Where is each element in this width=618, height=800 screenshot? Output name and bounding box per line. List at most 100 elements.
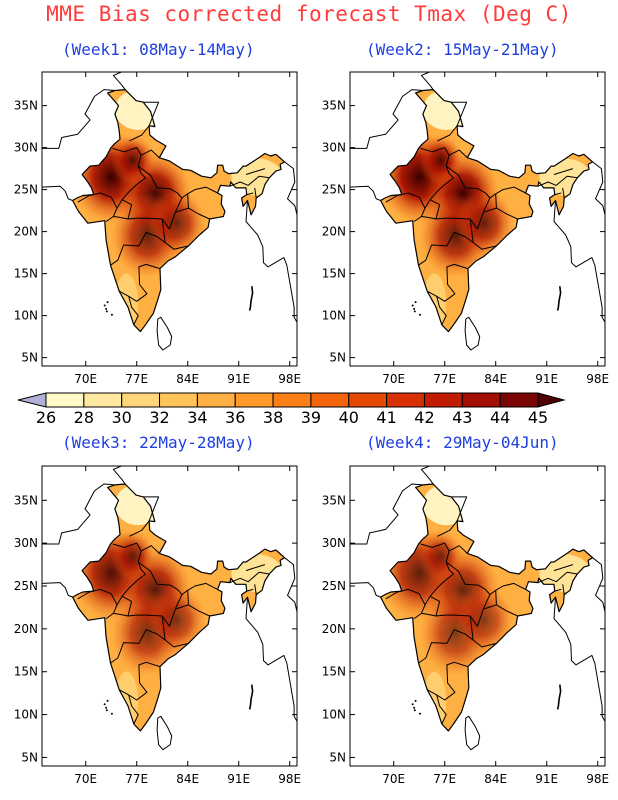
state-boundary-week2 [483,207,497,213]
state-boundary-week4 [448,545,468,554]
coastline-week3 [112,466,126,485]
colorbar-label: 26 [36,408,56,427]
state-boundary-week3 [175,604,189,610]
temperature-hotspot-week4 [419,530,463,582]
colorbar-high-arrow [537,392,566,408]
state-boundary-week2 [448,149,468,159]
lat-tick-label-week3: 10N [14,708,38,722]
state-boundary-week1 [229,175,270,187]
coastline-week4 [451,496,468,522]
state-boundary-week3 [137,561,188,596]
coastline-week3 [245,597,297,722]
andaman-islands-week3 [248,684,254,710]
colorbar-label: 45 [528,408,548,427]
state-boundary-week2 [553,168,574,175]
state-boundary-week3 [140,545,160,554]
lon-tick-label-week1: 70E [74,372,97,386]
lon-tick-label-week4: 84E [484,772,507,786]
state-boundary-week4 [445,561,496,596]
lakshadweep-dot-week2 [413,310,416,313]
sri-lanka-outline-week3 [156,715,173,751]
state-boundary-week1 [245,168,266,175]
state-boundary-week4 [436,694,447,725]
lat-tick-label-week4: 35N [322,493,346,507]
colorbar-swatch [45,392,85,408]
temperature-hotspot-week1 [111,135,155,186]
state-boundary-week1 [129,125,150,142]
coastline-week4 [553,597,605,722]
lat-tick-label-week1: 30N [14,141,38,155]
colorbar-swatch [196,392,236,408]
colorbar-low-arrow [17,392,47,408]
andaman-islands-week1 [248,286,254,311]
state-boundary-week4 [418,629,474,664]
state-boundary-week3 [229,571,270,584]
colorbar-swatch [159,392,198,408]
state-boundary-week3 [118,661,161,701]
lakshadweep-dot-week1 [103,304,106,307]
lon-tick-label-week1: 98E [278,372,301,386]
andaman-islands-week2 [556,286,562,311]
colorbar-swatch [348,392,388,408]
lakshadweep-dot-week4 [413,706,416,709]
state-boundary-week2 [469,218,497,250]
lat-tick-label-week3: 20N [14,622,38,636]
lakshadweep-dot-week2 [414,301,417,304]
lon-tick-label-week2: 91E [535,372,558,386]
coastline-week4 [592,557,605,612]
coastline-week2 [592,161,605,215]
panel-subtitle-week3: (Week3: 22May-28May) [62,433,255,452]
lakshadweep-dot-week3 [105,709,108,712]
lakshadweep-dot-week2 [418,313,421,316]
india-outline-week2 [379,89,594,333]
state-boundary-week1 [110,231,166,266]
state-boundary-week3 [187,590,210,617]
lakshadweep-dot-week4 [418,712,421,715]
lon-tick-label-week4: 77E [433,772,456,786]
state-boundary-week1 [175,207,189,213]
state-boundary-week2 [537,175,578,187]
lakshadweep-dot-week3 [106,699,109,702]
state-boundary-week2 [420,147,454,209]
state-boundary-week4 [429,595,441,617]
lat-tick-label-week1: 35N [14,99,38,113]
colorbar-label: 39 [301,408,321,427]
lat-tick-label-week2: 20N [322,225,346,239]
lakshadweep-dot-week2 [413,307,416,310]
state-boundary-week4 [426,661,469,701]
chart-title: MME Bias corrected forecast Tmax (Deg C) [46,2,572,26]
state-boundary-week3 [187,582,218,591]
coastline-week2 [451,101,468,126]
coastline-week3 [284,557,297,612]
colorbar-label: 40 [339,408,359,427]
state-boundary-week1 [246,192,254,196]
lat-tick-label-week2: 35N [322,99,346,113]
state-boundary-week4 [495,590,518,617]
lakshadweep-dot-week3 [110,712,113,715]
state-boundary-week3 [112,542,146,606]
lon-tick-label-week2: 84E [484,372,507,386]
lon-tick-label-week2: 77E [433,372,456,386]
colorbar-swatch [386,392,425,408]
lakshadweep-dot-week1 [105,310,108,313]
lakshadweep-dot-week3 [103,703,106,706]
lat-tick-label-week4: 30N [322,536,346,550]
lat-tick-label-week1: 5N [21,351,38,365]
state-boundary-week4 [469,615,497,648]
coastline-week2 [553,200,605,323]
state-boundary-week4 [477,594,491,627]
coastline-week1 [245,200,297,323]
state-boundary-week3 [254,584,257,595]
state-boundary-week4 [562,584,565,595]
colorbar-swatch [121,392,161,408]
state-boundary-week3 [110,629,166,664]
lon-tick-label-week2: 98E [586,372,609,386]
coastline-week2 [350,89,423,149]
colorbar-label: 30 [112,408,132,427]
map-svg-week3: 70E 77E 84E 91E 98E 5N 10N 15N 20N 25N 30N 35N [14,465,301,786]
colorbar-swatch [83,392,123,408]
lon-tick-label-week3: 84E [176,772,199,786]
state-boundary-week1 [121,199,133,220]
map-svg-week2: 70E 77E 84E 91E 98E 5N 10N 15N 20N 25N 30N 35N [322,71,609,386]
lon-tick-label-week1: 77E [125,372,148,386]
